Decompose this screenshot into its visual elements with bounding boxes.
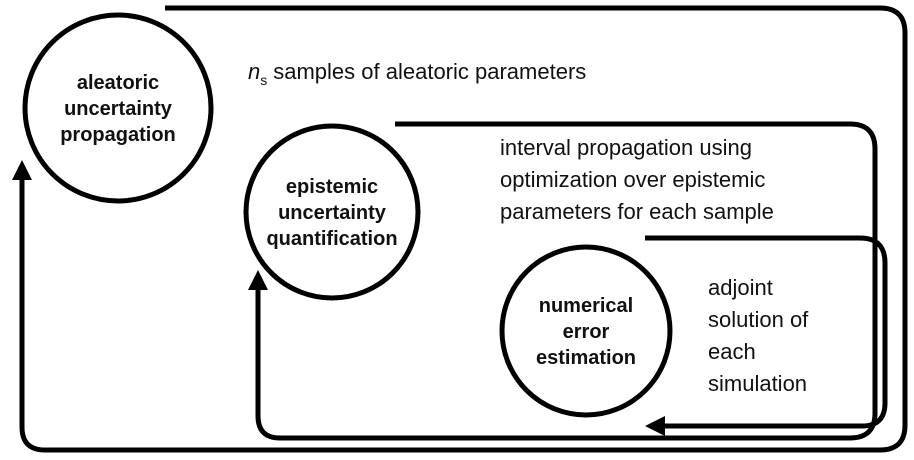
node-label: numerical — [539, 295, 633, 317]
node-circle — [22, 12, 214, 204]
edge-label: simulation — [708, 371, 807, 396]
node: aleatoric uncertainty propagation — [22, 12, 214, 204]
node-label: uncertainty — [278, 202, 387, 224]
edge-label: parameters for each sample — [500, 199, 774, 224]
edge-label: adjoint — [708, 275, 773, 300]
node-label: aleatoric — [77, 72, 159, 94]
node-label: estimation — [536, 347, 636, 369]
node-label: epistemic — [286, 176, 378, 198]
node-circle — [499, 244, 673, 418]
middle-loop — [248, 121, 878, 441]
outer-loop — [12, 5, 908, 453]
edge-label: optimization over epistemic — [500, 167, 765, 192]
node-label: error — [563, 321, 610, 343]
node: epistemic uncertainty quantification — [243, 123, 421, 301]
inner-loop — [645, 235, 888, 436]
edge-label: ns samples of aleatoric parameters — [248, 59, 586, 88]
node-label: uncertainty — [64, 98, 173, 120]
subscript: s — [260, 72, 267, 88]
node-circle — [243, 123, 421, 301]
edge-text: samples of aleatoric parameters — [273, 59, 586, 84]
variable: n — [248, 59, 260, 84]
edge-label: solution of — [708, 307, 809, 332]
node-label: quantification — [266, 228, 397, 250]
node-label: propagation — [60, 124, 176, 146]
edge-label: each — [708, 339, 756, 364]
node: numerical error estimation — [499, 244, 673, 418]
edge-label: interval propagation using — [500, 135, 752, 160]
